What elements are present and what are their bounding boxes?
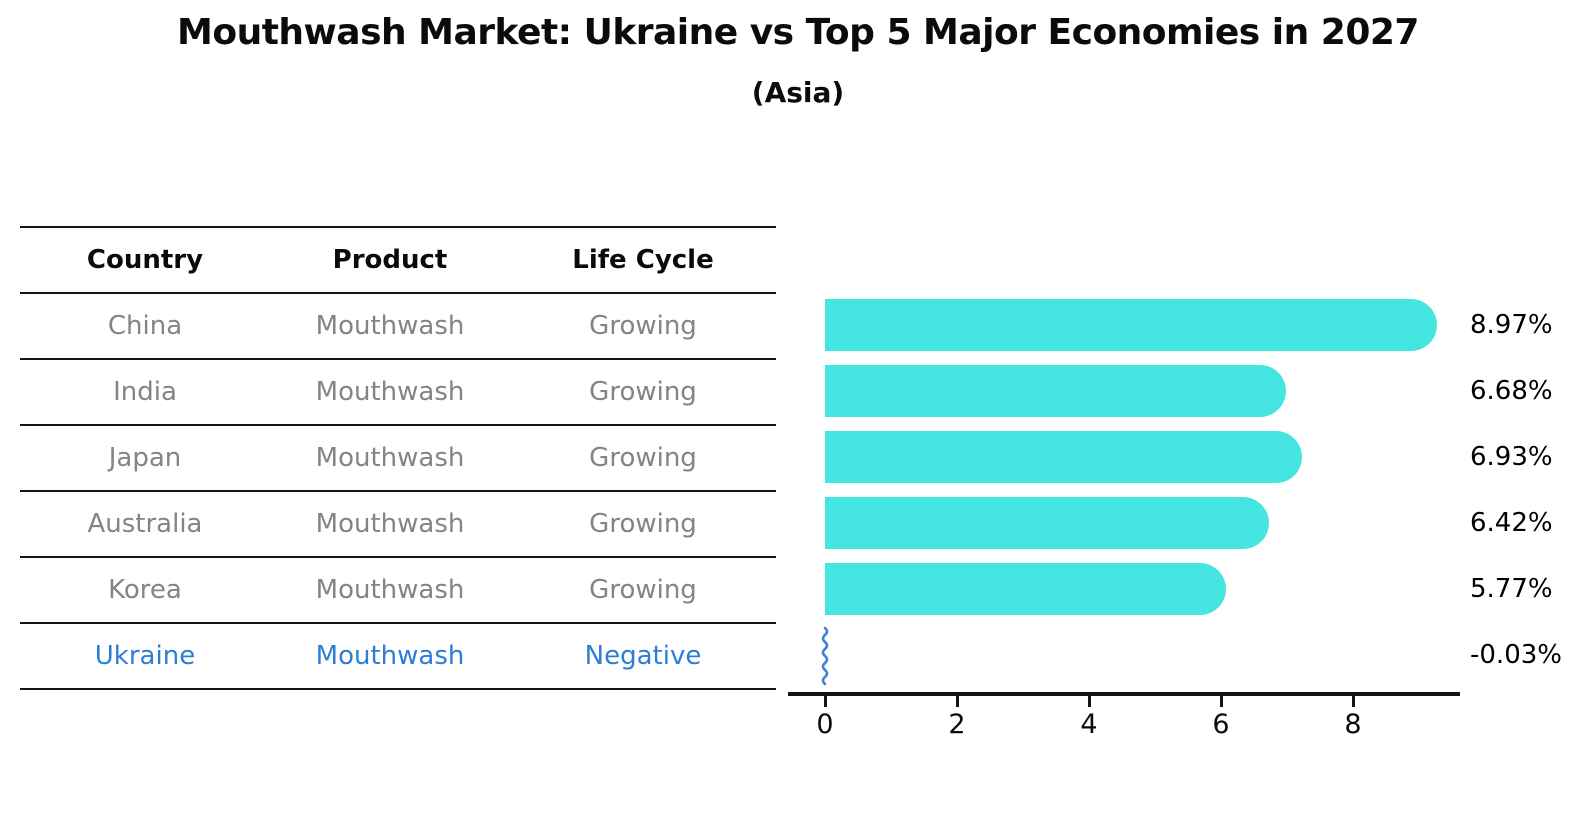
bar-value-label-india: 6.68% <box>1470 376 1553 406</box>
col-header-product: Product <box>332 245 448 275</box>
x-axis-tick-label: 4 <box>1080 709 1098 740</box>
country-cell: China <box>107 311 183 341</box>
x-axis: 0 2 4 6 8 <box>788 692 1460 752</box>
bar-value-label-japan: 6.93% <box>1470 442 1553 472</box>
bar-india <box>825 365 1286 417</box>
col-header-life-cycle: Life Cycle <box>572 245 714 275</box>
bar-row-ukraine: -0.03% <box>821 622 1596 688</box>
x-axis-tick-label: 0 <box>816 709 834 740</box>
table-row-china: China Mouthwash Growing <box>20 294 776 360</box>
chart-subtitle: (Asia) <box>751 76 845 109</box>
table-row-korea: Korea Mouthwash Growing <box>20 558 776 624</box>
x-axis-tick <box>1219 695 1223 707</box>
table-header-row: Country Product Life Cycle <box>20 228 776 294</box>
product-cell: Mouthwash <box>315 443 465 473</box>
life-cycle-cell: Growing <box>589 509 697 539</box>
life-cycle-cell: Growing <box>589 443 697 473</box>
life-cycle-cell: Growing <box>589 377 697 407</box>
bar-china <box>825 299 1438 351</box>
country-cell: Ukraine <box>94 641 196 671</box>
bar-row-india: 6.68% <box>825 358 1596 424</box>
product-cell: Mouthwash <box>315 641 465 671</box>
country-cell: India <box>113 377 177 407</box>
bar-value-label-australia: 6.42% <box>1470 508 1553 538</box>
x-axis-tick <box>955 695 959 707</box>
bar-chart-plot-area: 8.97% 6.68% 6.93% 6.42% 5.77% -0.03% <box>821 292 1596 688</box>
bar-row-australia: 6.42% <box>825 490 1596 556</box>
bar-value-label-ukraine: -0.03% <box>1470 640 1562 670</box>
bar-japan <box>825 431 1303 483</box>
country-cell: Japan <box>108 443 182 473</box>
x-axis-tick <box>823 695 827 707</box>
product-cell: Mouthwash <box>315 509 465 539</box>
bar-australia <box>825 497 1269 549</box>
life-cycle-cell: Negative <box>584 641 702 671</box>
bar-value-label-china: 8.97% <box>1470 310 1553 340</box>
country-table: Country Product Life Cycle China Mouthwa… <box>20 226 776 690</box>
bar-row-china: 8.97% <box>825 292 1596 358</box>
life-cycle-cell: Growing <box>589 311 697 341</box>
x-axis-tick-label: 6 <box>1212 709 1230 740</box>
x-axis-tick-label: 8 <box>1344 709 1362 740</box>
bar-korea <box>825 563 1226 615</box>
x-axis-line <box>788 692 1460 696</box>
bar-value-label-korea: 5.77% <box>1470 574 1553 604</box>
table-row-australia: Australia Mouthwash Growing <box>20 492 776 558</box>
table-row-ukraine: Ukraine Mouthwash Negative <box>20 624 776 690</box>
x-axis-tick-label: 2 <box>948 709 966 740</box>
table-row-japan: Japan Mouthwash Growing <box>20 426 776 492</box>
country-cell: Australia <box>87 509 203 539</box>
product-cell: Mouthwash <box>315 575 465 605</box>
chart-title: Mouthwash Market: Ukraine vs Top 5 Major… <box>177 12 1419 53</box>
bar-row-japan: 6.93% <box>825 424 1596 490</box>
table-row-india: India Mouthwash Growing <box>20 360 776 426</box>
col-header-country: Country <box>86 245 204 275</box>
bar-row-korea: 5.77% <box>825 556 1596 622</box>
product-cell: Mouthwash <box>315 377 465 407</box>
ukraine-negative-value-squiggle-mark <box>821 626 829 686</box>
product-cell: Mouthwash <box>315 311 465 341</box>
x-axis-tick <box>1087 695 1091 707</box>
country-cell: Korea <box>108 575 182 605</box>
x-axis-tick <box>1351 695 1355 707</box>
life-cycle-cell: Growing <box>589 575 697 605</box>
